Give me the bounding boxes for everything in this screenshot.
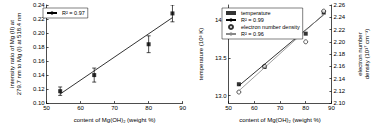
svg-text:60: 60 — [251, 105, 258, 111]
svg-text:70: 70 — [111, 105, 118, 111]
svg-text:60: 60 — [77, 105, 84, 111]
svg-text:0.20: 0.20 — [33, 30, 45, 36]
svg-text:temperature: temperature — [241, 10, 271, 16]
svg-text:content of Mg(OH)₂ (weight %): content of Mg(OH)₂ (weight %) — [74, 117, 156, 123]
svg-text:0.10: 0.10 — [32, 100, 45, 107]
svg-text:content of Mg(OH)₂ (weight %): content of Mg(OH)₂ (weight %) — [239, 117, 321, 123]
svg-text:70: 70 — [277, 105, 284, 111]
svg-text:90: 90 — [179, 105, 186, 111]
svg-text:2.14: 2.14 — [333, 76, 345, 82]
svg-text:0.22: 0.22 — [32, 16, 45, 22]
svg-text:R² = 0.97: R² = 0.97 — [62, 10, 85, 16]
svg-text:0.16: 0.16 — [33, 58, 45, 64]
svg-text:13.5: 13.5 — [215, 55, 227, 61]
svg-text:R² = 0.99: R² = 0.99 — [241, 17, 264, 23]
svg-text:2.18: 2.18 — [333, 51, 345, 57]
svg-text:2.20: 2.20 — [333, 39, 345, 45]
svg-text:13.0: 13.0 — [215, 93, 227, 99]
svg-text:2.26: 2.26 — [333, 2, 345, 8]
svg-text:90: 90 — [328, 105, 335, 111]
svg-text:electron number density: electron number density — [241, 24, 300, 30]
svg-text:R² = 0.96: R² = 0.96 — [241, 31, 264, 37]
svg-text:2.12: 2.12 — [333, 88, 345, 94]
svg-text:electron number: electron number — [357, 32, 363, 75]
svg-text:0.12: 0.12 — [33, 86, 45, 92]
svg-text:80: 80 — [145, 105, 152, 111]
svg-text:2.24: 2.24 — [333, 14, 345, 20]
svg-text:0.14: 0.14 — [33, 72, 45, 78]
svg-text:50: 50 — [225, 105, 232, 111]
svg-text:0.18: 0.18 — [33, 44, 45, 50]
svg-text:0.24: 0.24 — [33, 2, 45, 8]
svg-text:density (10¹⁷ cm⁻³): density (10¹⁷ cm⁻³) — [364, 29, 370, 79]
svg-text:80: 80 — [302, 105, 309, 111]
svg-text:50: 50 — [43, 105, 50, 111]
svg-text:intensity ratio of Mg (II) at: intensity ratio of Mg (II) at — [9, 20, 15, 88]
svg-text:temperature (10³ K): temperature (10³ K) — [198, 28, 204, 80]
svg-text:2.10: 2.10 — [333, 100, 345, 106]
svg-text:2.22: 2.22 — [333, 27, 345, 33]
svg-text:2.16: 2.16 — [333, 63, 345, 69]
svg-text:279.7 nm to Mg (I) at 518.4 nm: 279.7 nm to Mg (I) at 518.4 nm — [16, 13, 22, 95]
svg-text:14.0: 14.0 — [214, 17, 227, 24]
